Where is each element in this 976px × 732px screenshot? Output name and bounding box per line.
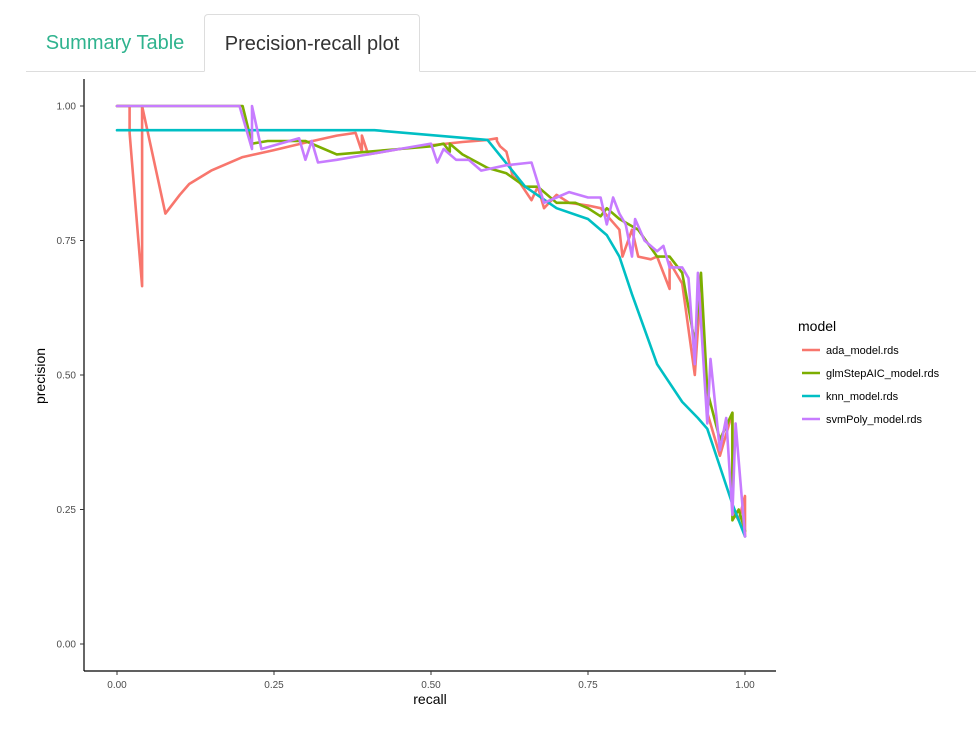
legend-label: ada_model.rds (826, 345, 899, 357)
x-tick-label: 1.00 (735, 680, 755, 691)
y-tick-label: 0.00 (57, 640, 77, 651)
y-tick-label: 1.00 (57, 102, 77, 113)
axes: 0.00 0.25 0.50 0.75 1.00 0.00 0.25 0.50 0.75 1.00 (57, 79, 776, 691)
x-tick-label: 0.75 (578, 680, 598, 691)
series-line-glmstepaic-model-rds (115, 104, 747, 533)
tab-bar: Summary Table Precision-recall plot (26, 14, 976, 72)
legend-label: glmStepAIC_model.rds (826, 368, 940, 380)
tab-precision-recall-plot[interactable]: Precision-recall plot (204, 14, 420, 72)
legend-label: svmPoly_model.rds (826, 414, 922, 426)
x-tick-label: 0.25 (264, 680, 284, 691)
series-line-knn-model-rds (115, 128, 747, 538)
x-axis-label: recall (413, 691, 446, 707)
legend-title: model (798, 318, 836, 334)
x-tick-label: 0.50 (421, 680, 441, 691)
x-tick-label: 0.00 (107, 680, 127, 691)
tab-summary-table[interactable]: Summary Table (45, 32, 185, 54)
series-line-ada-model-rds (115, 104, 747, 538)
y-axis-label: precision (32, 348, 48, 404)
legend-label: knn_model.rds (826, 391, 899, 403)
precision-recall-chart: 0.00 0.25 0.50 0.75 1.00 0.00 0.25 0.50 0.75 1.00… (32, 79, 940, 707)
series-line-svmpoly-model-rds (115, 104, 747, 538)
y-tick-label: 0.25 (57, 505, 77, 516)
series-layer (115, 104, 747, 538)
y-tick-label: 0.50 (57, 371, 77, 382)
y-tick-label: 0.75 (57, 236, 77, 247)
legend: model ada_model.rds glmStepAIC_model.rdskn… (798, 318, 940, 426)
